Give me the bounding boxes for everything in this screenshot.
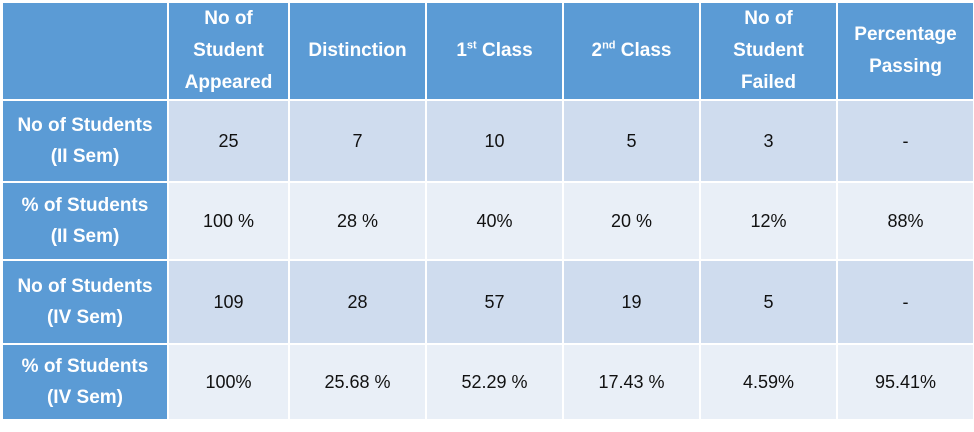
row-label-line: (IV Sem) bbox=[46, 307, 124, 328]
header-distinction: Distinction bbox=[288, 1, 427, 101]
row-label-line: No of Students bbox=[17, 276, 153, 297]
header-base: 1 bbox=[456, 40, 467, 61]
table-cell: 5 bbox=[699, 259, 838, 345]
table-cell: 20 % bbox=[562, 181, 701, 261]
header-ordinal: st bbox=[466, 39, 477, 52]
row-label-line: No of Students bbox=[17, 115, 153, 136]
table-cell: 12% bbox=[699, 181, 838, 261]
row-label-line: (II Sem) bbox=[50, 146, 120, 167]
row-label: No of Students (II Sem) bbox=[1, 99, 169, 183]
table-cell: 4.59% bbox=[699, 343, 838, 421]
header-first-class: 1st Class bbox=[425, 1, 564, 101]
table-cell: 40% bbox=[425, 181, 564, 261]
corner-cell bbox=[1, 1, 169, 101]
header-row: No of Student Appeared Distinction 1st C… bbox=[1, 1, 974, 101]
row-label-line: % of Students bbox=[21, 195, 149, 216]
header-students-failed: No of Student Failed bbox=[699, 1, 838, 101]
header-line: Appeared bbox=[184, 72, 273, 93]
table-row: No of Students (II Sem) 25 7 10 5 3 - bbox=[1, 99, 974, 183]
header-line: Student bbox=[193, 40, 264, 61]
table-cell: - bbox=[836, 99, 974, 183]
table-cell: 57 bbox=[425, 259, 564, 345]
table-cell: 3 bbox=[699, 99, 838, 183]
row-label-line: (II Sem) bbox=[50, 226, 120, 247]
header-rest: Class bbox=[476, 40, 533, 61]
table-cell: 17.43 % bbox=[562, 343, 701, 421]
row-label: % of Students (IV Sem) bbox=[1, 343, 169, 421]
table-row: % of Students (IV Sem) 100% 25.68 % 52.2… bbox=[1, 343, 974, 421]
header-students-appeared: No of Student Appeared bbox=[167, 1, 290, 101]
header-second-class: 2nd Class bbox=[562, 1, 701, 101]
header-base: 2 bbox=[591, 40, 603, 61]
table-cell: 95.41% bbox=[836, 343, 974, 421]
row-label-line: % of Students bbox=[21, 356, 149, 377]
table-cell: 5 bbox=[562, 99, 701, 183]
table-cell: 88% bbox=[836, 181, 974, 261]
row-label: % of Students (II Sem) bbox=[1, 181, 169, 261]
header-rest: Class bbox=[615, 40, 672, 61]
table-cell: 109 bbox=[167, 259, 290, 345]
table-cell: 19 bbox=[562, 259, 701, 345]
header-line: Student bbox=[733, 40, 804, 61]
table-row: No of Students (IV Sem) 109 28 57 19 5 - bbox=[1, 259, 974, 345]
header-ordinal: nd bbox=[602, 39, 616, 52]
table-row: % of Students (II Sem) 100 % 28 % 40% 20… bbox=[1, 181, 974, 261]
table-cell: 7 bbox=[288, 99, 427, 183]
table-cell: 100 % bbox=[167, 181, 290, 261]
header-line: Percentage bbox=[854, 24, 957, 45]
header-line: Distinction bbox=[308, 40, 407, 61]
results-table: No of Student Appeared Distinction 1st C… bbox=[1, 1, 974, 421]
table-cell: 10 bbox=[425, 99, 564, 183]
header-line: No of bbox=[204, 8, 253, 29]
header-percentage-passing: Percentage Passing bbox=[836, 1, 974, 101]
table-cell: 28 % bbox=[288, 181, 427, 261]
table-cell: 28 bbox=[288, 259, 427, 345]
table-cell: 25 bbox=[167, 99, 290, 183]
header-line: No of bbox=[744, 8, 793, 29]
table-cell: - bbox=[836, 259, 974, 345]
row-label-line: (IV Sem) bbox=[46, 387, 124, 408]
table-cell: 25.68 % bbox=[288, 343, 427, 421]
table-cell: 100% bbox=[167, 343, 290, 421]
row-label: No of Students (IV Sem) bbox=[1, 259, 169, 345]
table-cell: 52.29 % bbox=[425, 343, 564, 421]
header-line: Failed bbox=[741, 72, 796, 93]
header-line: Passing bbox=[869, 56, 942, 77]
